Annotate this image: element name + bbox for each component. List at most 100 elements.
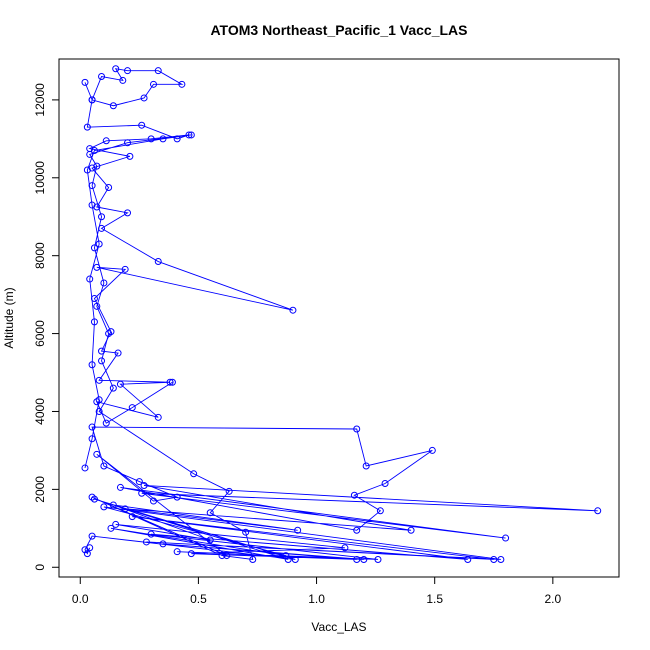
data-point [98, 357, 106, 365]
data-point [428, 446, 436, 454]
data-point [88, 182, 96, 190]
data-point [154, 258, 162, 266]
data-point [81, 464, 89, 472]
data-point [100, 462, 108, 470]
data-point [88, 532, 96, 540]
data-point [289, 306, 297, 314]
data-point [464, 555, 472, 563]
x-tick-label: 2.0 [544, 592, 561, 606]
data-point [206, 536, 214, 544]
data-point [190, 470, 198, 478]
data-point [124, 209, 132, 217]
data-point [102, 419, 110, 427]
data-point [81, 78, 89, 86]
data-point [490, 555, 498, 563]
data-point [249, 555, 257, 563]
data-point [360, 555, 368, 563]
x-axis-title: Vacc_LAS [311, 620, 366, 634]
data-point [98, 213, 106, 221]
data-point [128, 513, 136, 521]
data-point [350, 491, 358, 499]
data-point [83, 123, 91, 131]
data-point [291, 555, 299, 563]
series-line-2 [84, 68, 294, 424]
data-point [83, 550, 91, 558]
data-point [105, 184, 113, 192]
data-point [107, 524, 115, 532]
data-point [187, 550, 195, 558]
data-point [88, 361, 96, 369]
data-point [223, 552, 231, 560]
x-tick-label: 1.0 [308, 592, 325, 606]
data-point [282, 552, 290, 560]
data-point [98, 73, 106, 81]
data-point [376, 507, 384, 515]
data-point [147, 135, 155, 143]
x-tick-label: 1.5 [426, 592, 443, 606]
data-point [138, 489, 146, 497]
data-point [154, 413, 162, 421]
data-point [374, 555, 382, 563]
data-point [185, 131, 193, 139]
data-point [353, 555, 361, 563]
data-point [140, 481, 148, 489]
data-point [93, 398, 101, 406]
data-point [206, 509, 214, 517]
series-line-1 [84, 134, 598, 560]
data-point [98, 224, 106, 232]
y-tick-label: 12000 [33, 83, 47, 117]
y-tick-label: 4000 [33, 398, 47, 425]
data-point [116, 380, 124, 388]
data-point [112, 520, 120, 528]
data-point [90, 318, 98, 326]
data-point [159, 135, 167, 143]
x-tick-label: 0.5 [190, 592, 207, 606]
data-point [126, 152, 134, 160]
data-point [150, 80, 158, 88]
data-point [154, 67, 162, 75]
data-point [121, 265, 129, 273]
data-point [86, 544, 94, 552]
x-tick-label: 0.0 [72, 592, 89, 606]
data-point [119, 76, 127, 84]
x-axis: 0.0 0.5 1.0 1.5 2.0 [72, 576, 562, 606]
data-point [353, 526, 361, 534]
data-point [114, 349, 122, 357]
data-point [121, 505, 129, 513]
y-tick-label: 6000 [33, 320, 47, 347]
data-point [159, 540, 167, 548]
data-point [100, 279, 108, 287]
data-point [142, 538, 150, 546]
y-tick-label: 2000 [33, 476, 47, 503]
y-axis-title: Altitude (m) [2, 287, 16, 348]
data-point [109, 384, 117, 392]
data-point [88, 96, 96, 104]
data-point [173, 548, 181, 556]
data-point [100, 503, 108, 511]
data-point [116, 483, 124, 491]
data-point [88, 435, 96, 443]
y-tick-label: 8000 [33, 242, 47, 269]
y-axis: 0 2000 4000 6000 8000 10000 12000 [33, 83, 60, 571]
data-point [90, 295, 98, 303]
data-point [112, 65, 120, 73]
data-point [242, 528, 250, 536]
data-point [138, 121, 146, 129]
data-point [353, 425, 361, 433]
data-point [95, 407, 103, 415]
data-point [88, 201, 96, 209]
data-point [95, 376, 103, 384]
data-point [284, 555, 292, 563]
data-point [88, 164, 96, 172]
data-point [93, 203, 101, 211]
data-point [166, 378, 174, 386]
data-point [95, 240, 103, 248]
data-point [83, 166, 91, 174]
data-point [109, 501, 117, 509]
data-point [173, 135, 181, 143]
data-point [81, 546, 89, 554]
data-point [407, 526, 415, 534]
data-point [107, 328, 115, 336]
data-point [88, 423, 96, 431]
